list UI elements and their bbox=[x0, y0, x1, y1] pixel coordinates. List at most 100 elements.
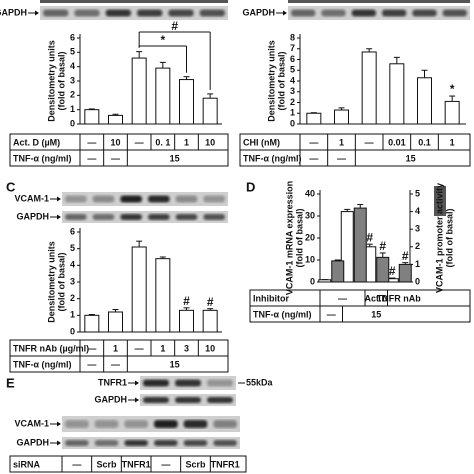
y-tick-label: 0 bbox=[310, 276, 315, 286]
cell-text: — bbox=[111, 359, 120, 369]
y-tick-label: 5 bbox=[70, 47, 75, 57]
annotation: # bbox=[379, 239, 386, 253]
blot-band bbox=[120, 214, 142, 220]
bar bbox=[155, 258, 171, 333]
blot-band bbox=[175, 214, 198, 220]
arrow-head bbox=[57, 440, 61, 446]
blot-band bbox=[65, 440, 89, 446]
annotation: # bbox=[207, 295, 214, 309]
y-tick-label: 5 bbox=[70, 243, 75, 253]
blot-band bbox=[65, 214, 87, 220]
annotation: * bbox=[160, 33, 165, 47]
row-label: TNF-α (ng/ml) bbox=[13, 153, 72, 163]
blot-band bbox=[203, 214, 225, 220]
y2-label-bg bbox=[434, 186, 446, 216]
y2-tick-label: 5 bbox=[415, 188, 420, 198]
axis-label: Densitometry units bbox=[266, 40, 276, 122]
y-tick-label: 1 bbox=[70, 310, 75, 320]
y-tick-label: 7 bbox=[290, 43, 295, 53]
bar bbox=[334, 109, 349, 125]
bar bbox=[331, 260, 345, 283]
blot-band bbox=[154, 420, 178, 428]
table-row bbox=[9, 149, 229, 167]
cell-text: 15 bbox=[170, 359, 180, 369]
blot-band bbox=[148, 195, 170, 203]
blot-band bbox=[143, 379, 169, 387]
cell-text: — bbox=[111, 153, 120, 163]
cell-text: — bbox=[337, 153, 346, 163]
blot-band bbox=[65, 195, 87, 203]
annotation: # bbox=[183, 294, 190, 308]
blot-band bbox=[351, 9, 376, 17]
blot-label: TNFR1 bbox=[98, 377, 127, 387]
blot-band bbox=[120, 195, 142, 203]
bar bbox=[155, 67, 171, 125]
axis-label: (fold of basal) bbox=[294, 209, 304, 268]
axis-label: Densitometry units bbox=[46, 40, 56, 122]
y2-tick-label: 4 bbox=[415, 206, 420, 216]
blot-band bbox=[203, 195, 225, 203]
cell-text: TNFR nAb bbox=[377, 293, 421, 303]
blot-band bbox=[124, 440, 148, 446]
y2-tick-label: 0 bbox=[415, 276, 420, 286]
y-tick-label: 2 bbox=[70, 293, 75, 303]
bar bbox=[108, 311, 123, 333]
blot-label: VCAM-1 bbox=[14, 418, 49, 428]
cell-text: — bbox=[338, 293, 347, 303]
axis-label: VCAM-1 promoter activity bbox=[434, 183, 444, 293]
y-tick-label: 0 bbox=[290, 118, 295, 128]
cell-text: — bbox=[135, 343, 144, 353]
row-label: siRNA bbox=[13, 459, 41, 469]
y-tick-label: 4 bbox=[290, 75, 295, 85]
blot-label: GAPDH bbox=[242, 7, 275, 17]
blot-band bbox=[94, 420, 119, 428]
axis-label: Densitometry units bbox=[46, 241, 56, 323]
blot-band bbox=[168, 9, 194, 17]
table-row bbox=[249, 305, 471, 323]
bar bbox=[398, 263, 412, 283]
blot-band bbox=[74, 9, 100, 17]
cell-text: 1 bbox=[339, 137, 344, 147]
cell-text: 15 bbox=[406, 153, 416, 163]
blot-edge bbox=[40, 0, 228, 3]
cell-text: — bbox=[87, 137, 96, 147]
arrow-head bbox=[57, 196, 61, 202]
blot-band bbox=[124, 420, 148, 428]
bar bbox=[202, 309, 218, 333]
cell-text: Act.D bbox=[364, 293, 388, 303]
y-tick-label: 4 bbox=[70, 61, 75, 71]
cell-text: Scrb bbox=[96, 459, 117, 469]
bar bbox=[84, 109, 100, 125]
bar bbox=[202, 97, 218, 125]
table-row bbox=[9, 355, 229, 373]
blot-label: VCAM-1 bbox=[14, 193, 49, 203]
blot-label: GAPDH bbox=[16, 211, 49, 221]
blot-band bbox=[291, 9, 316, 17]
arrow-head bbox=[135, 397, 139, 403]
blot-label: GAPDH bbox=[16, 437, 49, 447]
blot-band bbox=[143, 397, 169, 403]
bar bbox=[179, 79, 194, 125]
y-tick-label: 0 bbox=[70, 326, 75, 336]
bar bbox=[353, 207, 367, 283]
blot-band bbox=[175, 379, 201, 387]
cell-text: — bbox=[135, 137, 144, 147]
bar bbox=[306, 112, 322, 125]
cell-text: — bbox=[365, 137, 374, 147]
panel-label: E bbox=[6, 375, 15, 390]
blot-band bbox=[412, 9, 437, 17]
arrow-head bbox=[283, 10, 287, 16]
cell-text: 3 bbox=[184, 343, 189, 353]
row-label: TNF-α (ng/ml) bbox=[13, 359, 72, 369]
cell-text: 1 bbox=[160, 343, 165, 353]
blot-band bbox=[213, 440, 237, 446]
y-tick-label: 1 bbox=[70, 104, 75, 114]
cell-text: — bbox=[87, 343, 96, 353]
y-tick-label: 2 bbox=[290, 97, 295, 107]
blot-band bbox=[148, 214, 170, 220]
cell-text: 10 bbox=[205, 343, 215, 353]
blot-band bbox=[183, 440, 208, 446]
cell-text: 1 bbox=[450, 137, 455, 147]
cell-text: 0. 1 bbox=[155, 137, 170, 147]
